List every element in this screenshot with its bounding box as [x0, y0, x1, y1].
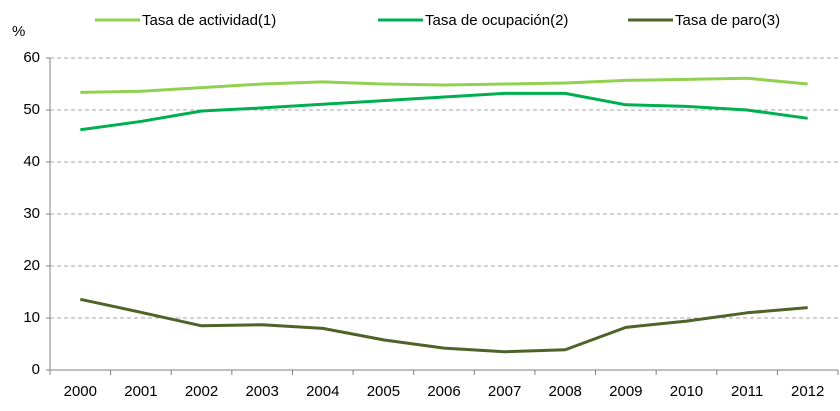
line-series: [80, 91, 808, 132]
x-tick-label: 2011: [731, 383, 763, 400]
y-tick-label: 50: [23, 101, 40, 118]
x-tick-label: 2012: [791, 383, 824, 400]
x-tick-label: 2006: [427, 383, 460, 400]
y-tick-label: 20: [23, 257, 40, 274]
legend-label: Tasa de ocupación(2): [425, 12, 568, 29]
y-axis-label: %: [12, 23, 25, 40]
x-tick-label: 2004: [306, 383, 339, 400]
y-tick-label: 60: [23, 49, 40, 66]
x-tick-label: 2010: [670, 383, 703, 400]
x-tick-label: 2000: [64, 383, 97, 400]
y-tick-label: 30: [23, 205, 40, 222]
x-tick-label: 2005: [367, 383, 400, 400]
y-tick-label: 40: [23, 153, 40, 170]
x-tick-label: 2009: [609, 383, 642, 400]
x-tick-label: 2002: [185, 383, 218, 400]
x-tick-label: 2003: [245, 383, 278, 400]
line-series: [80, 76, 808, 94]
y-tick-label: 0: [32, 361, 40, 378]
x-tick-label: 2007: [488, 383, 521, 400]
legend-label: Tasa de actividad(1): [142, 12, 276, 29]
x-tick-label: 2008: [549, 383, 582, 400]
line-series: [79, 297, 808, 354]
x-tick-label: 2001: [124, 383, 157, 400]
y-tick-label: 10: [23, 309, 40, 326]
legend-label: Tasa de paro(3): [675, 12, 780, 29]
